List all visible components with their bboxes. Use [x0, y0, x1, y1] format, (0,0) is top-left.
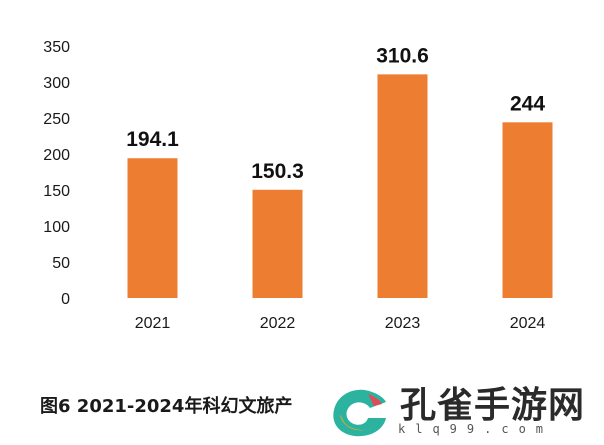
y-tick-label: 0 [61, 291, 70, 308]
x-tick-label: 2021 [135, 315, 171, 332]
y-tick-label: 150 [43, 183, 70, 200]
data-label: 310.6 [376, 44, 429, 67]
y-tick-label: 250 [43, 111, 70, 128]
figure-caption: 图6 2021-2024年科幻文旅产 [40, 396, 293, 417]
data-label: 194.1 [126, 128, 179, 151]
bar-2021 [127, 158, 178, 298]
x-tick-label: 2023 [385, 315, 421, 332]
y-tick-label: 50 [52, 255, 70, 272]
y-tick-label: 100 [43, 219, 70, 236]
bar-2023 [377, 74, 428, 298]
x-tick-label: 2022 [260, 315, 296, 332]
y-tick-label: 200 [43, 147, 70, 164]
bar-2022 [252, 189, 303, 298]
data-label: 244 [510, 92, 545, 115]
bar-2024 [502, 122, 553, 298]
x-tick-label: 2024 [510, 315, 546, 332]
y-tick-label: 350 [43, 39, 70, 56]
y-tick-label: 300 [43, 75, 70, 92]
bar-chart: 0 50 100 150 200 250 300 350 194.1 2021 150.3 2022 3… [43, 39, 553, 332]
watermark-url: klq99.com [398, 422, 554, 436]
watermark-logo-icon [333, 389, 386, 437]
data-label: 150.3 [251, 160, 304, 183]
watermark-text: 孔雀手游网 [400, 384, 586, 426]
watermark: 孔雀手游网 klq99.com [328, 376, 604, 445]
